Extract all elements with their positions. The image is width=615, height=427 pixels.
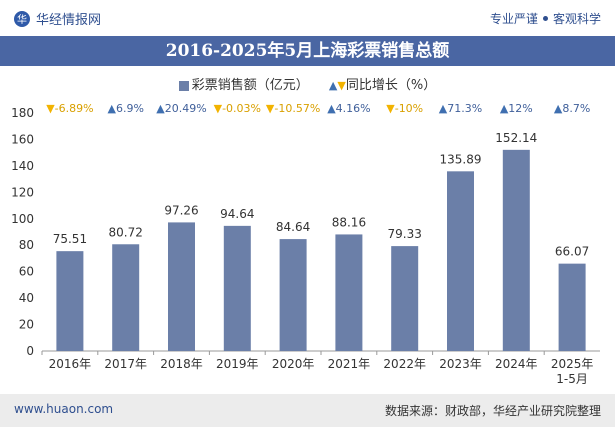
triangle-down-icon: ▼ (337, 79, 346, 92)
y-tick-label: 40 (19, 291, 34, 305)
y-tick-label: 120 (11, 185, 34, 199)
y-tick-label: 60 (19, 265, 34, 279)
x-category-label: 2017年 (104, 357, 147, 371)
bar (502, 149, 530, 351)
legend-label-sales: 彩票销售额（亿元） (191, 78, 309, 93)
y-tick-label: 160 (11, 132, 34, 146)
growth-label: ▲4.16% (327, 102, 370, 115)
brand: 华 华经情报网 (14, 9, 101, 28)
x-category-label: 1-5月 (556, 372, 588, 386)
footer-source: 数据来源：财政部，华经产业研究院整理 (384, 404, 601, 418)
labels: 75.512016年▼-6.89%80.722017年▲6.9%97.26201… (46, 102, 593, 386)
bar (279, 239, 307, 351)
triangle-up-icon: ▲ (328, 79, 338, 92)
top-bar: 华 华经情报网 专业严谨 客观科学 (0, 0, 615, 36)
bar-value-label: 152.14 (495, 131, 537, 145)
x-category-label: 2020年 (272, 357, 315, 371)
x-category-label: 2022年 (383, 357, 426, 371)
growth-label: ▲20.49% (156, 102, 206, 115)
x-category-label: 2018年 (160, 357, 203, 371)
growth-value: -10% (395, 102, 423, 115)
triangle-up-icon: ▲ (327, 102, 336, 115)
growth-value: -0.03% (222, 102, 261, 115)
growth-label: ▲12% (500, 102, 533, 115)
bar (168, 222, 195, 351)
legend-item-sales: 彩票销售额（亿元） (178, 78, 309, 93)
tagline-left: 专业严谨 (489, 12, 538, 26)
y-tick-label: 100 (11, 212, 34, 226)
bar-value-label: 94.64 (220, 207, 254, 221)
triangle-up-icon: ▲ (500, 102, 509, 115)
growth-label: ▼-6.89% (46, 102, 93, 115)
footer-site-link[interactable]: www.huaon.com (14, 402, 114, 416)
x-category-label: 2019年 (216, 357, 259, 371)
tagline-right: 客观科学 (552, 12, 601, 26)
triangle-down-icon: ▼ (214, 102, 223, 115)
bar (112, 244, 140, 351)
bar-swatch-icon (178, 80, 189, 91)
dot-icon (542, 16, 548, 21)
y-tick-label: 20 (19, 318, 34, 332)
growth-value: -10.57% (274, 102, 320, 115)
y-tick-label: 80 (19, 238, 34, 252)
growth-value: 20.49% (165, 102, 207, 115)
growth-value: 4.16% (336, 102, 371, 115)
growth-label: ▲6.9% (107, 102, 143, 115)
growth-value: 12% (508, 102, 532, 115)
legend-item-growth: ▲▼同比增长（%） (329, 78, 436, 93)
tagline: 专业严谨 客观科学 (490, 10, 601, 27)
brand-logo-icon: 华 (14, 10, 30, 27)
growth-value: -6.89% (55, 102, 94, 115)
bar-value-label: 135.89 (440, 152, 482, 166)
bar (56, 251, 84, 351)
bar-value-label: 75.51 (53, 232, 87, 246)
growth-value: 6.9% (116, 102, 144, 115)
y-tick-label: 140 (11, 159, 34, 173)
x-category-label: 2023年 (439, 357, 482, 371)
x-category-label: 2025年 (551, 357, 594, 371)
bar (223, 225, 251, 351)
bar-value-label: 80.72 (109, 225, 143, 239)
legend-label-growth: 同比增长（%） (345, 78, 437, 93)
y-tick-label: 180 (11, 106, 34, 120)
x-category-label: 2024年 (495, 357, 538, 371)
bar-value-label: 79.33 (388, 227, 422, 241)
growth-value: 71.3% (447, 102, 482, 115)
bars (56, 149, 586, 351)
legend: 彩票销售额（亿元） ▲▼同比增长（%） (0, 74, 615, 93)
growth-value: 8.7% (562, 102, 590, 115)
x-category-label: 2021年 (328, 357, 371, 371)
growth-label: ▲71.3% (439, 102, 482, 115)
triangle-up-icon: ▲ (439, 102, 448, 115)
growth-label: ▼-10% (386, 102, 423, 115)
bar (335, 234, 363, 351)
triangle-down-icon: ▼ (266, 102, 275, 115)
growth-label: ▼-0.03% (214, 102, 261, 115)
bar (391, 246, 419, 351)
bar-value-label: 97.26 (164, 203, 198, 217)
triangle-up-icon: ▲ (554, 102, 563, 115)
triangle-down-icon: ▼ (46, 102, 55, 115)
x-category-label: 2016年 (49, 357, 92, 371)
growth-label: ▼-10.57% (266, 102, 320, 115)
bar-value-label: 66.07 (555, 245, 589, 259)
triangle-down-icon: ▼ (386, 102, 395, 115)
triangle-up-icon: ▲ (156, 102, 165, 115)
footer: www.huaon.com 数据来源：财政部，华经产业研究院整理 (0, 394, 615, 427)
triangle-up-icon: ▲ (107, 102, 116, 115)
brand-name: 华经情报网 (36, 13, 102, 28)
bar (447, 171, 474, 351)
bar (558, 263, 586, 351)
chart-title: 2016-2025年5月上海彩票销售总额 (0, 36, 615, 66)
bar-value-label: 88.16 (332, 215, 366, 229)
growth-label: ▲8.7% (554, 102, 590, 115)
bar-value-label: 84.64 (276, 220, 310, 234)
y-tick-label: 0 (26, 344, 34, 358)
